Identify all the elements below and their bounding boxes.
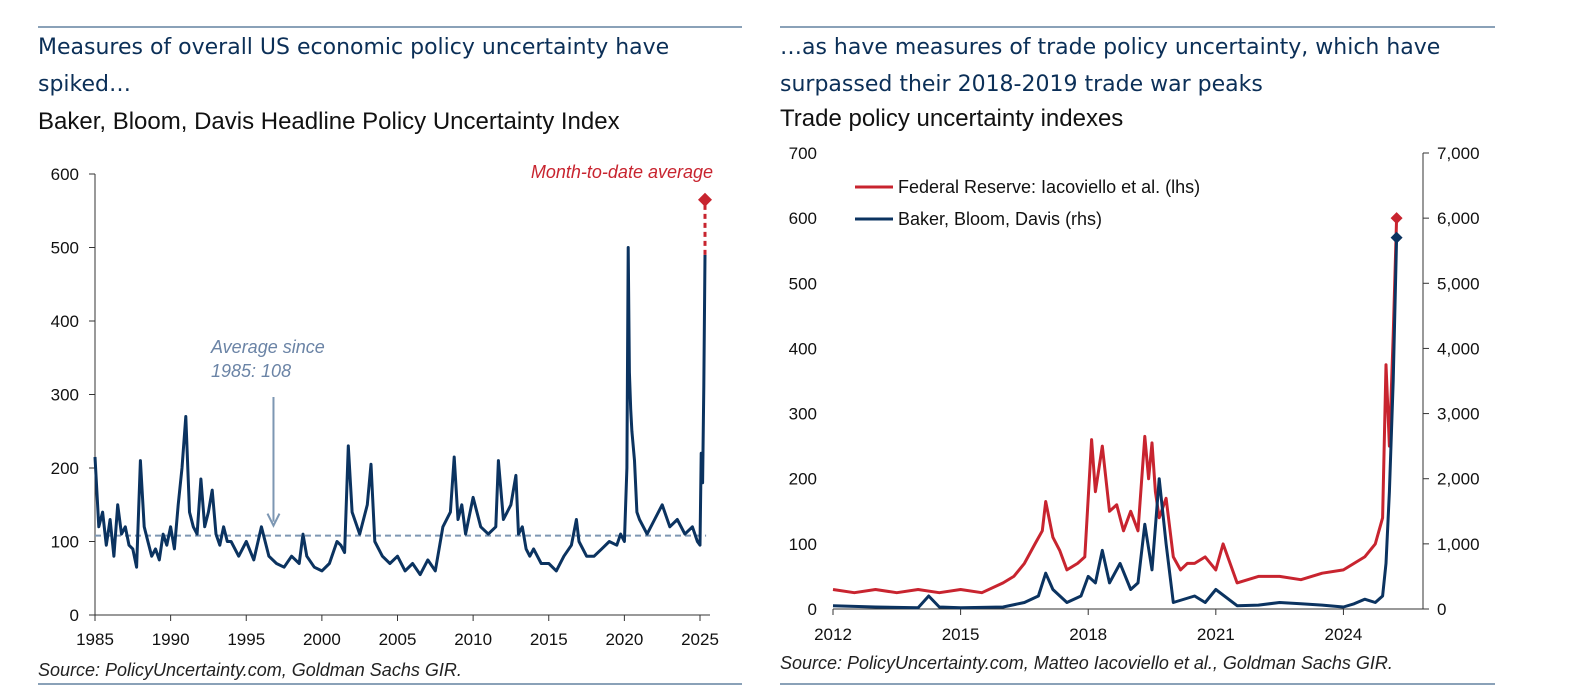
x-tick-label: 1995: [227, 630, 265, 649]
bottom-rule: [780, 683, 1495, 685]
right-y-tick-label: 2,000: [1437, 470, 1480, 489]
x-tick-label: 2024: [1325, 625, 1363, 644]
federal-reserve-line: [832, 218, 1399, 595]
x-tick-label: 2021: [1197, 625, 1235, 644]
average-arrow: [266, 397, 281, 528]
right-source: Source: PolicyUncertainty.com, Matteo Ia…: [780, 653, 1393, 673]
x-tick-label: 2015: [942, 625, 980, 644]
x-tick-label: 2018: [1069, 625, 1107, 644]
right-chart: 0 100 200 300 400 500 600 700 0 1,000 2,000 3,000 4,…: [789, 144, 1480, 644]
right-y-tick-label: 7,000: [1437, 144, 1480, 163]
right-y-tick-label: 3,000: [1437, 405, 1480, 424]
x-tick-label: 1990: [152, 630, 190, 649]
baker-bloom-davis-marker: [1390, 231, 1403, 244]
left-y-tick-label: 500: [789, 274, 817, 293]
left-source: Source: PolicyUncertainty.com, Goldman S…: [38, 660, 462, 680]
left-y-tick-label: 300: [789, 405, 817, 424]
top-rule: [780, 26, 1495, 28]
month-to-date-annotation: Month-to-date average: [531, 162, 713, 182]
left-panel: Measures of overall US economic policy u…: [0, 0, 780, 700]
x-tick-label: 2012: [814, 625, 852, 644]
right-y-tick-label: 6,000: [1437, 209, 1480, 228]
left-y-tick-label: 700: [789, 144, 817, 163]
left-y-tick-label: 400: [789, 339, 817, 358]
right-y-tick-label: 0: [1437, 600, 1446, 619]
legend-label-federal-reserve: Federal Reserve: Iacoviello et al. (lhs): [898, 177, 1200, 197]
legend-label-baker-bloom-davis: Baker, Bloom, Davis (rhs): [898, 209, 1102, 229]
left-subtitle: Baker, Bloom, Davis Headline Policy Unce…: [38, 108, 620, 135]
x-tick-label: 2020: [605, 630, 643, 649]
y-tick-label: 100: [51, 533, 79, 552]
right-y-tick-label: 4,000: [1437, 339, 1480, 358]
left-headline: Measures of overall US economic policy u…: [38, 35, 670, 97]
y-tick-label: 500: [51, 239, 79, 258]
top-rule: [38, 26, 742, 28]
left-y-tick-label: 100: [789, 535, 817, 554]
legend: Federal Reserve: Iacoviello et al. (lhs)…: [855, 177, 1200, 229]
left-chart: 0 100 200 300 400 500 600 1985 1990 1995 2000 2005 2…: [51, 162, 719, 649]
right-y-tick-label: 5,000: [1437, 274, 1480, 293]
x-tick-label: 2015: [530, 630, 568, 649]
right-y-tick-label: 1,000: [1437, 535, 1480, 554]
right-headline: …as have measures of trade policy uncert…: [780, 35, 1441, 97]
x-tick-label: 1985: [76, 630, 114, 649]
y-tick-label: 200: [51, 459, 79, 478]
baker-bloom-davis-line: [832, 237, 1399, 610]
y-tick-label: 600: [51, 165, 79, 184]
x-tick-label: 2010: [454, 630, 492, 649]
y-tick-label: 300: [51, 386, 79, 405]
right-subtitle: Trade policy uncertainty indexes: [780, 105, 1124, 132]
y-tick-label: 400: [51, 312, 79, 331]
left-y-tick-label: 0: [808, 600, 817, 619]
left-y-tick-label: 200: [789, 470, 817, 489]
policy-uncertainty-line: [93, 246, 707, 577]
x-tick-label: 2000: [303, 630, 341, 649]
x-tick-label: 2025: [681, 630, 719, 649]
x-tick-label: 2005: [379, 630, 417, 649]
left-y-tick-label: 600: [789, 209, 817, 228]
federal-reserve-marker: [1390, 212, 1403, 225]
average-annotation-line1: Average since: [210, 337, 325, 357]
y-tick-label: 0: [70, 606, 79, 625]
average-annotation-line2: 1985: 108: [211, 361, 291, 381]
month-to-date-marker: [697, 192, 712, 207]
bottom-rule: [38, 683, 742, 685]
right-panel: …as have measures of trade policy uncert…: [780, 0, 1590, 700]
